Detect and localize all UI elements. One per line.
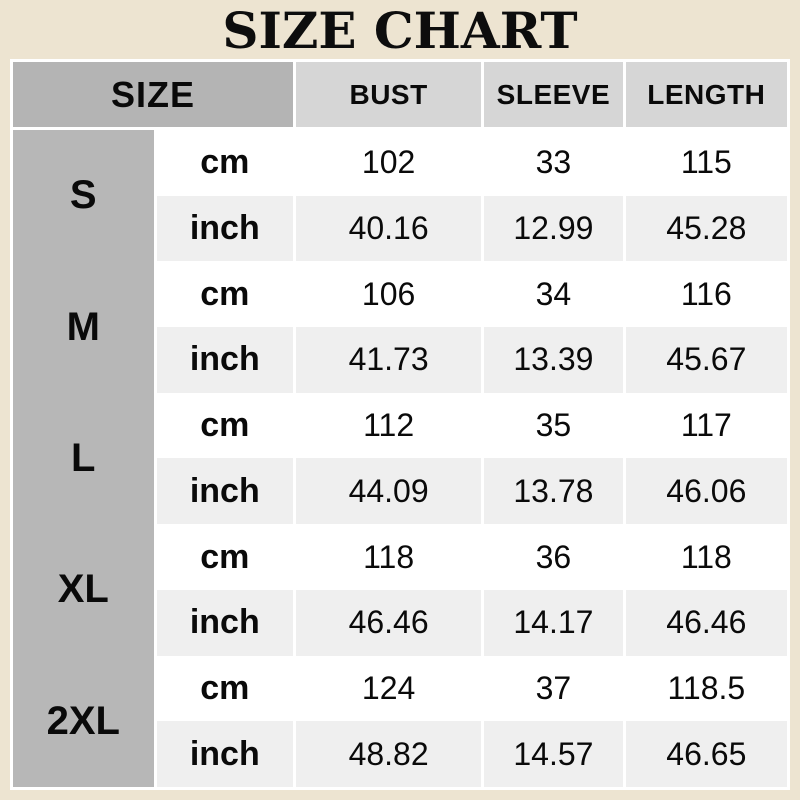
header-cell-size: SIZE: [13, 62, 294, 130]
value-s-cm-sleeve: 33: [484, 130, 623, 196]
header-cell-bust: BUST: [296, 62, 482, 130]
value-m-inch-bust: 41.73: [296, 327, 482, 393]
value-m-inch-length: 45.67: [625, 327, 787, 393]
unit-cell-xl-cm: cm: [156, 524, 294, 590]
value-2xl-inch-length: 46.65: [625, 721, 787, 787]
size-chart-grid: SIZE BUST SLEEVE LENGTH S cm 102 33 115 …: [13, 62, 787, 787]
value-m-inch-sleeve: 13.39: [484, 327, 623, 393]
value-2xl-cm-bust: 124: [296, 655, 482, 722]
value-s-inch-bust: 40.16: [296, 195, 482, 262]
size-label-l: L: [13, 392, 154, 525]
unit-cell-s-cm: cm: [156, 130, 294, 196]
value-2xl-cm-length: 118.5: [625, 655, 787, 722]
size-label-xl: XL: [13, 524, 154, 656]
unit-cell-l-cm: cm: [156, 392, 294, 459]
value-s-cm-length: 115: [625, 130, 787, 196]
value-xl-inch-bust: 46.46: [296, 589, 482, 656]
value-m-cm-sleeve: 34: [484, 261, 623, 328]
value-m-cm-length: 116: [625, 261, 787, 328]
unit-cell-m-cm: cm: [156, 261, 294, 328]
value-2xl-inch-bust: 48.82: [296, 721, 482, 787]
value-l-inch-length: 46.06: [625, 458, 787, 525]
value-xl-cm-sleeve: 36: [484, 524, 623, 590]
unit-cell-2xl-cm: cm: [156, 655, 294, 722]
unit-cell-s-inch: inch: [156, 195, 294, 262]
value-xl-cm-bust: 118: [296, 524, 482, 590]
value-xl-inch-sleeve: 14.17: [484, 589, 623, 656]
unit-cell-xl-inch: inch: [156, 589, 294, 656]
value-xl-inch-length: 46.46: [625, 589, 787, 656]
size-label-m: M: [13, 261, 154, 393]
value-m-cm-bust: 106: [296, 261, 482, 328]
header-cell-sleeve: SLEEVE: [484, 62, 623, 130]
unit-cell-m-inch: inch: [156, 327, 294, 393]
unit-cell-2xl-inch: inch: [156, 721, 294, 787]
value-l-cm-sleeve: 35: [484, 392, 623, 459]
size-label-2xl: 2XL: [13, 655, 154, 787]
size-chart-table: SIZE BUST SLEEVE LENGTH S cm 102 33 115 …: [10, 59, 790, 790]
value-2xl-cm-sleeve: 37: [484, 655, 623, 722]
value-s-inch-length: 45.28: [625, 195, 787, 262]
value-l-inch-sleeve: 13.78: [484, 458, 623, 525]
value-xl-cm-length: 118: [625, 524, 787, 590]
value-2xl-inch-sleeve: 14.57: [484, 721, 623, 787]
value-s-cm-bust: 102: [296, 130, 482, 196]
size-label-s: S: [13, 130, 154, 262]
value-l-cm-length: 117: [625, 392, 787, 459]
value-l-inch-bust: 44.09: [296, 458, 482, 525]
unit-cell-l-inch: inch: [156, 458, 294, 525]
header-cell-length: LENGTH: [625, 62, 787, 130]
page-title: SIZE CHART: [222, 0, 578, 60]
value-s-inch-sleeve: 12.99: [484, 195, 623, 262]
value-l-cm-bust: 112: [296, 392, 482, 459]
